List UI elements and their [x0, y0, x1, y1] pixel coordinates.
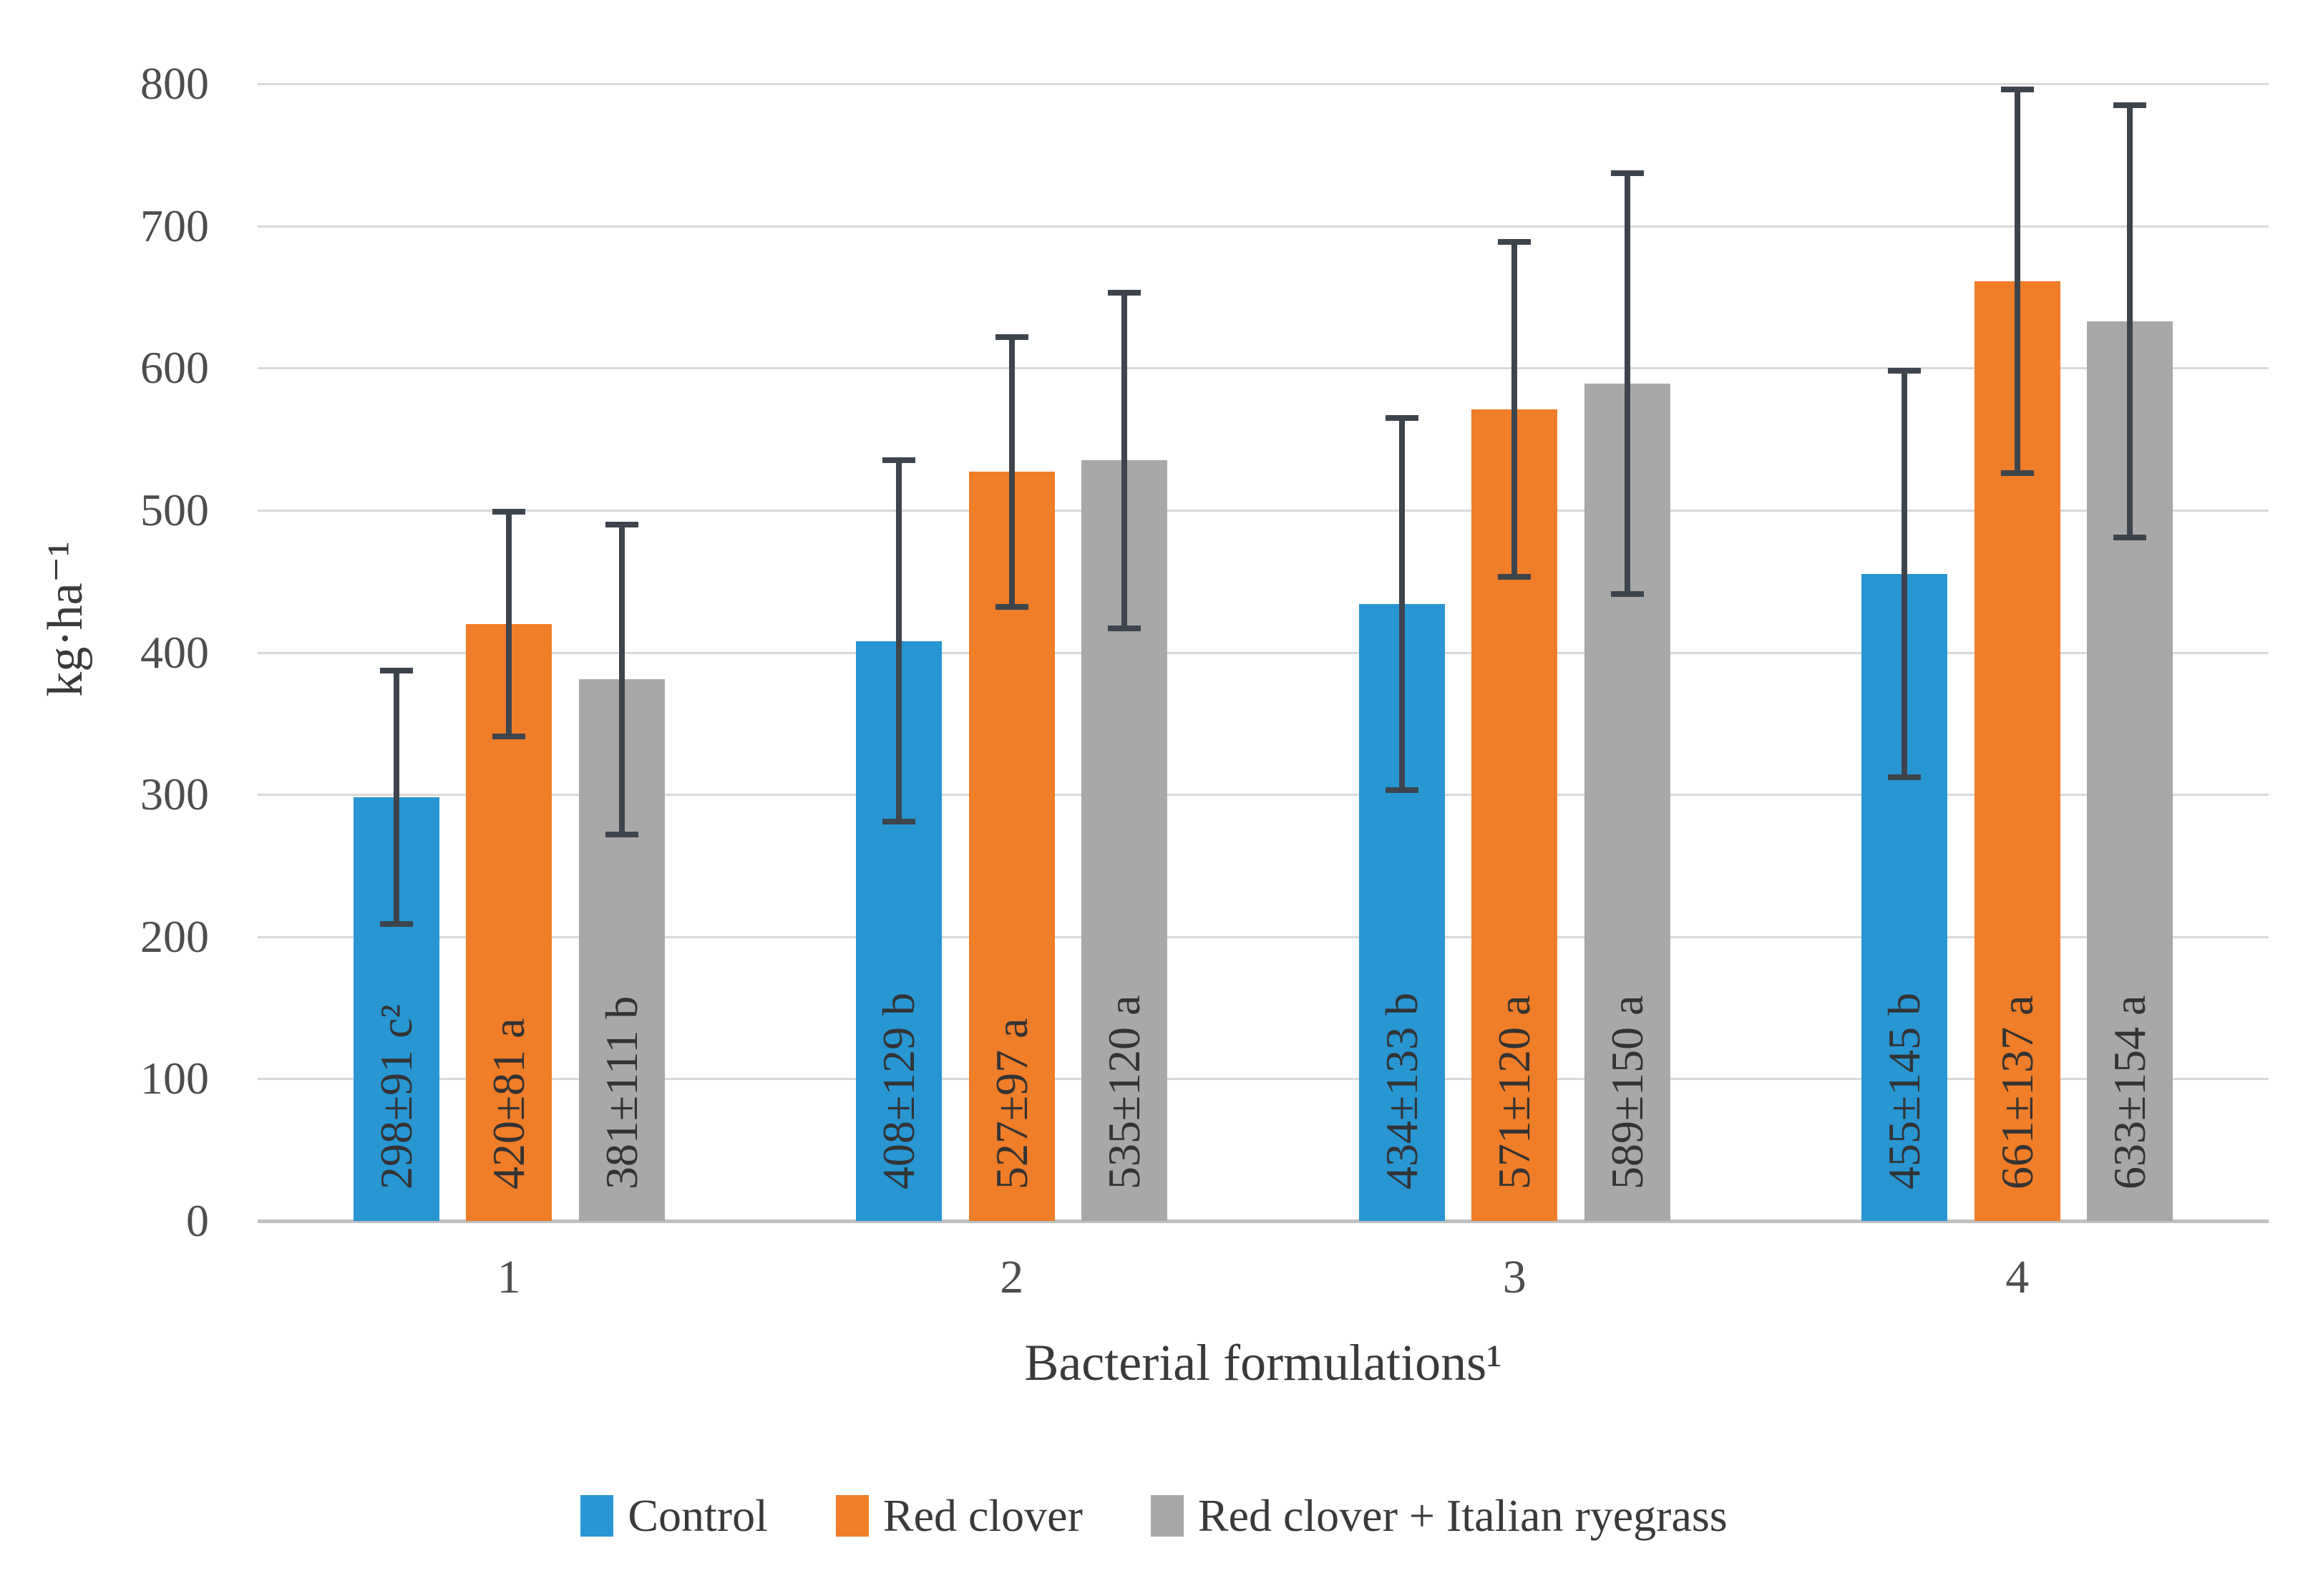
y-tick-label: 300 [140, 769, 209, 820]
bar-value-label: 298±91 c² [370, 1004, 422, 1189]
y-tick-label: 600 [140, 342, 209, 394]
error-bar-line [1008, 334, 1015, 610]
bar-value-label: 408±129 b [873, 992, 925, 1189]
error-bar-cap [2113, 534, 2147, 540]
legend-swatch [835, 1495, 869, 1537]
error-bar-cap [1888, 774, 1922, 781]
error-bar-cap [2000, 86, 2034, 92]
gridline [258, 651, 2269, 654]
bar-value-label: 434±133 b [1375, 992, 1427, 1189]
gridline [258, 935, 2269, 938]
legend-label: Control [628, 1490, 768, 1541]
y-tick-label: 500 [140, 484, 209, 535]
error-bar-line [2127, 102, 2133, 540]
gridline [258, 83, 2269, 85]
error-bar-line [1902, 368, 1908, 781]
error-bar-line [506, 508, 512, 739]
error-bar-cap [492, 733, 526, 739]
legend-item: Red clover [835, 1490, 1083, 1541]
legend-swatch [1150, 1495, 1184, 1537]
x-axis-title: Bacterial formulations¹ [1024, 1334, 1502, 1391]
error-bar-line [1121, 290, 1128, 631]
bar-value-label: 455±145 b [1879, 992, 1930, 1189]
error-bar-line [393, 668, 399, 927]
y-tick-label: 200 [140, 910, 209, 962]
error-bar-cap [1385, 414, 1418, 421]
error-bar-cap [1108, 290, 1141, 296]
error-bar [882, 457, 916, 824]
x-category-label: 4 [2005, 1251, 2030, 1303]
error-bar-line [2014, 86, 2020, 477]
bar-value-label: 661±137 a [1991, 995, 2042, 1189]
error-bar [379, 668, 413, 927]
bar-value-label: 527±97 a [985, 1018, 1037, 1189]
error-bar [1888, 368, 1922, 781]
error-bar-cap [1108, 625, 1141, 631]
bar-value-label: 589±150 a [1601, 995, 1652, 1189]
error-bar-line [1398, 414, 1405, 794]
y-tick-label: 400 [140, 626, 209, 678]
error-bar-cap [492, 508, 526, 515]
error-bar-cap [882, 457, 916, 464]
legend-label: Red clover [882, 1490, 1083, 1541]
gridline [258, 1078, 2269, 1081]
y-tick-label: 100 [140, 1053, 209, 1104]
gridline [258, 509, 2269, 512]
gridline [258, 225, 2269, 228]
y-tick-label: 0 [186, 1195, 209, 1246]
y-axis-title: kg·ha⁻¹ [38, 541, 93, 697]
error-bar-line [618, 521, 625, 837]
error-bar [995, 334, 1028, 610]
error-bar-cap [605, 831, 638, 837]
x-category-label: 1 [497, 1251, 521, 1303]
error-bar-cap [605, 521, 638, 527]
error-bar [1108, 290, 1141, 631]
error-bar-cap [995, 603, 1028, 610]
bar-value-label: 571±120 a [1489, 995, 1540, 1189]
error-bar-cap [1385, 787, 1418, 794]
error-bar-cap [2000, 470, 2034, 477]
error-bar-cap [379, 668, 413, 674]
error-bar-cap [379, 920, 413, 927]
legend-label: Red clover + Italian ryegrass [1197, 1490, 1728, 1541]
error-bar-cap [1888, 368, 1922, 374]
error-bar-cap [1498, 574, 1532, 580]
error-bar-cap [882, 818, 916, 824]
x-axis-line [258, 1220, 2269, 1223]
bar-value-label: 535±120 a [1099, 995, 1150, 1189]
error-bar-line [1624, 170, 1630, 598]
error-bar [605, 521, 638, 837]
gridline [258, 794, 2269, 797]
error-bar [2000, 86, 2034, 477]
error-bar-cap [1610, 170, 1644, 177]
gridline [258, 367, 2269, 370]
error-bar [1385, 414, 1418, 794]
error-bar-line [896, 457, 902, 824]
error-bar [2113, 102, 2147, 540]
legend: Control Red clover Red clover + Italian ry… [0, 1493, 2308, 1539]
y-tick-label: 700 [140, 200, 209, 251]
error-bar-cap [1498, 238, 1532, 245]
bar-value-label: 633±154 a [2104, 995, 2156, 1189]
error-bar [1610, 170, 1644, 598]
error-bar-cap [2113, 102, 2147, 108]
y-tick-label: 800 [140, 58, 209, 109]
legend-swatch [580, 1495, 614, 1537]
error-bar [1498, 238, 1532, 580]
bar-value-label: 420±81 a [483, 1018, 535, 1189]
legend-item: Red clover + Italian ryegrass [1150, 1490, 1728, 1541]
error-bar [492, 508, 526, 739]
x-category-label: 3 [1502, 1251, 1527, 1303]
x-category-label: 2 [1000, 1251, 1024, 1303]
error-bar-line [1511, 238, 1518, 580]
error-bar-cap [995, 334, 1028, 340]
error-bar-cap [1610, 591, 1644, 598]
legend-item: Control [580, 1493, 768, 1539]
bar-value-label: 381±111 b [595, 996, 647, 1189]
